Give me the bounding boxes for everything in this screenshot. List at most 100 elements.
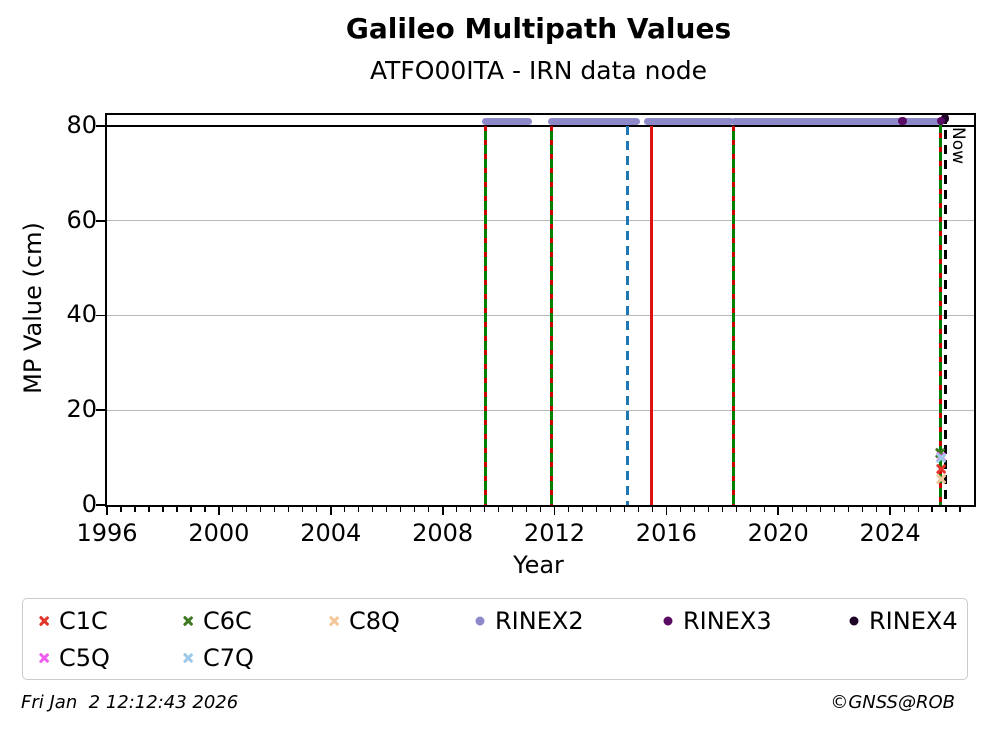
x-minor-tick xyxy=(945,507,947,512)
vline-gap-2011 xyxy=(549,125,553,505)
rinex2-data-band xyxy=(773,117,941,125)
x-minor-tick xyxy=(735,507,737,512)
x-minor-tick xyxy=(749,507,751,512)
y-axis-label: MP Value (cm) xyxy=(19,222,47,394)
c6c-legend-marker-icon xyxy=(183,616,193,626)
x-minor-tick xyxy=(609,507,612,512)
x-minor-tick xyxy=(763,507,765,512)
x-minor-tick xyxy=(525,507,528,512)
legend-item-label: RINEX3 xyxy=(683,607,772,635)
x-minor-tick xyxy=(959,507,961,512)
x-minor-tick xyxy=(917,507,919,512)
x-minor-tick xyxy=(204,507,206,512)
x-minor-tick xyxy=(148,507,150,512)
x-minor-tick xyxy=(637,507,640,512)
x-minor-tick xyxy=(931,507,933,512)
y-major-tick xyxy=(96,409,105,412)
rinex2-data-band xyxy=(510,117,532,125)
x-minor-tick xyxy=(428,507,430,512)
y-major-tick xyxy=(96,314,105,317)
credit: ©GNSS@ROB xyxy=(830,692,955,713)
y-tick-label: 20 xyxy=(66,395,97,424)
x-minor-tick xyxy=(288,507,290,512)
c5q-legend-marker-icon xyxy=(39,653,49,663)
x-minor-tick xyxy=(372,507,374,512)
y-tick-label: 40 xyxy=(66,300,97,329)
x-minor-tick xyxy=(847,507,849,512)
x-minor-tick xyxy=(875,507,877,512)
vline-gap-2018 xyxy=(731,125,735,505)
x-minor-tick xyxy=(595,507,598,512)
legend-item-label: C5Q xyxy=(59,644,110,672)
x-minor-tick xyxy=(805,507,807,512)
x-major-tick xyxy=(218,507,220,515)
x-minor-tick xyxy=(721,507,723,512)
rinex4-legend-marker-icon xyxy=(849,616,859,626)
x-minor-tick xyxy=(120,507,122,512)
rinex2-data-band xyxy=(690,117,734,125)
x-minor-tick xyxy=(400,507,402,512)
x-minor-tick xyxy=(316,507,318,512)
y-tick-label: 0 xyxy=(81,490,97,518)
x-minor-tick xyxy=(679,507,681,512)
legend-item-label: C7Q xyxy=(203,644,254,672)
gridline xyxy=(107,409,974,411)
c7q-legend-marker-icon xyxy=(183,653,193,663)
legend-item-label: C6C xyxy=(203,607,252,635)
x-minor-tick xyxy=(484,507,486,512)
x-minor-tick xyxy=(232,507,234,512)
vline-gap-2009 xyxy=(484,125,488,505)
x-major-tick xyxy=(665,507,668,515)
x-tick-label: 2008 xyxy=(412,519,474,547)
now-line-label: Now xyxy=(948,127,969,165)
x-tick-label: 2016 xyxy=(635,519,697,547)
rinex2-data-band xyxy=(643,117,696,125)
x-minor-tick xyxy=(567,507,570,512)
vline-event-2015 xyxy=(649,125,653,505)
x-minor-tick xyxy=(358,507,360,512)
x-axis-label: Year xyxy=(513,551,564,579)
x-major-tick xyxy=(777,507,780,515)
x-minor-tick xyxy=(414,507,416,512)
data-point-RINEX3 xyxy=(936,116,946,126)
x-minor-tick xyxy=(861,507,863,512)
legend-item-label: C1C xyxy=(59,607,108,635)
x-major-tick xyxy=(329,507,332,515)
rinex2-data-band xyxy=(587,117,628,125)
y-tick-label: 60 xyxy=(66,205,97,234)
legend-item-label: RINEX2 xyxy=(495,607,584,635)
x-minor-tick xyxy=(386,507,388,512)
gridline xyxy=(107,219,974,222)
data-point-C7Q xyxy=(936,453,946,463)
x-tick-label: 2012 xyxy=(523,519,585,547)
chart-subtitle: ATFO00ITA - IRN data node xyxy=(369,56,708,85)
data-point-RINEX4 xyxy=(940,114,950,123)
x-minor-tick xyxy=(651,507,653,512)
c8q-legend-marker-icon xyxy=(329,616,339,626)
y-tick-label: 80 xyxy=(66,110,97,139)
rinex2-data-band xyxy=(495,117,511,125)
data-point-C1C xyxy=(936,464,946,474)
rinex2-data-band xyxy=(548,117,594,125)
x-minor-tick xyxy=(581,507,584,512)
chart-title: Galileo Multipath Values xyxy=(345,12,732,45)
x-minor-tick xyxy=(707,507,709,512)
y-major-tick xyxy=(96,219,105,222)
x-minor-tick xyxy=(470,507,472,512)
legend-item-label: C8Q xyxy=(349,607,400,635)
vline-now xyxy=(943,115,947,505)
rinex2-data-band xyxy=(505,117,517,125)
vline-event-2014 xyxy=(626,125,630,505)
x-minor-tick xyxy=(903,507,905,512)
x-major-tick xyxy=(441,507,444,515)
x-minor-tick xyxy=(539,507,542,512)
x-major-tick xyxy=(553,507,556,515)
x-major-tick xyxy=(889,507,891,515)
x-tick-label: 2020 xyxy=(747,519,809,547)
x-minor-tick xyxy=(190,507,192,512)
gridline xyxy=(107,314,974,317)
x-major-tick xyxy=(106,507,108,515)
rinex2-data-band xyxy=(622,117,641,125)
x-minor-tick xyxy=(791,507,793,512)
